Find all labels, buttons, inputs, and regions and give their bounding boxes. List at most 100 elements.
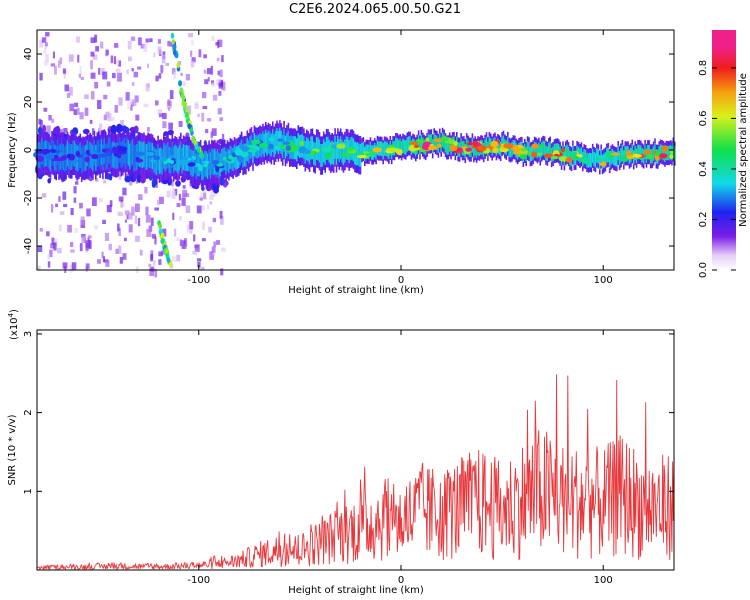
- heatmap-speckle: [155, 100, 159, 106]
- heatmap-speckle: [48, 115, 52, 121]
- heatmap-band-body: [199, 148, 202, 175]
- heatmap-speckle: [144, 187, 148, 194]
- heatmap-band-body: [385, 141, 387, 156]
- heatmap-speckle: [182, 185, 186, 189]
- heatmap-core-blob: [66, 153, 71, 158]
- heatmap-speckle: [101, 251, 104, 259]
- heatmap-speckle: [212, 251, 216, 256]
- heatmap-speckle: [106, 81, 111, 87]
- heatmap-speckle: [84, 94, 89, 99]
- heatmap-speckle: [98, 67, 101, 75]
- heatmap-speckle: [91, 128, 95, 135]
- heatmap-speckle: [47, 261, 51, 268]
- heatmap-speckle: [131, 68, 134, 72]
- heatmap-speckle: [150, 254, 153, 262]
- heatmap-core-blob: [207, 163, 215, 170]
- heatmap-speckle: [114, 105, 118, 113]
- heatmap-speckle: [47, 254, 50, 260]
- heatmap-speckle: [69, 86, 73, 96]
- heatmap-core-blob: [465, 147, 472, 152]
- heatmap-core-blob: [477, 145, 487, 152]
- heatmap-core-blob: [503, 143, 514, 149]
- heatmap-speckle: [108, 243, 112, 251]
- heatmap-speckle: [222, 133, 225, 141]
- heatmap-band-body: [637, 144, 639, 160]
- heatmap-band-body: [180, 141, 182, 168]
- heatmap-band-body: [369, 142, 372, 157]
- heatmap-speckle: [209, 251, 214, 260]
- heatmap-speckle: [176, 203, 181, 208]
- heatmap-speckle: [131, 206, 135, 216]
- heatmap-speckle: [176, 254, 181, 262]
- spectrogram-panel: -100 0 100 -40 -20 0 20 40 Height of straight …: [7, 29, 676, 296]
- heatmap-speckle: [53, 242, 57, 251]
- heatmap-speckle: [43, 107, 48, 112]
- heatmap-trace-blob: [158, 223, 162, 230]
- heatmap-core-blob: [169, 160, 175, 165]
- heatmap-speckle: [203, 54, 207, 59]
- heatmap-band-body: [171, 141, 174, 168]
- heatmap-speckle: [79, 65, 82, 75]
- heatmap-trace-blob: [160, 237, 165, 244]
- heatmap-core-blob: [625, 150, 632, 156]
- heatmap-speckle: [186, 105, 192, 115]
- heatmap-band-body: [310, 136, 312, 160]
- heatmap-band-body: [430, 134, 433, 149]
- heatmap-speckle: [80, 216, 85, 225]
- heatmap-speckle: [179, 239, 182, 247]
- heatmap-core-blob: [35, 155, 44, 162]
- heatmap-band-body: [344, 139, 346, 163]
- heatmap-speckle: [207, 118, 212, 122]
- heatmap-core-blob: [596, 157, 601, 161]
- heatmap-speckle: [90, 72, 96, 79]
- heatmap-band-body: [104, 144, 107, 171]
- heatmap-trace-blob: [170, 32, 175, 39]
- top-y-ticks: -40 -20 0 20 40: [23, 48, 674, 254]
- heatmap-core-blob: [581, 157, 590, 164]
- heatmap-speckle: [57, 248, 62, 254]
- heatmap-speckle: [135, 180, 138, 184]
- heatmap-band-body: [161, 148, 164, 175]
- heatmap-core-blob: [45, 153, 55, 160]
- heatmap-speckle: [221, 247, 226, 252]
- heatmap-core-blob: [466, 142, 474, 146]
- heatmap-blob: [140, 175, 146, 184]
- heatmap-speckle: [90, 37, 96, 43]
- heatmap-band-body: [666, 145, 669, 161]
- heatmap-speckle: [37, 245, 43, 252]
- heatmap-speckle: [58, 196, 61, 202]
- heatmap-band-body: [163, 142, 165, 169]
- heatmap-speckle: [182, 189, 188, 198]
- heatmap-speckle: [117, 72, 122, 82]
- heatmap-speckle: [162, 113, 167, 120]
- heatmap-speckle: [197, 113, 200, 118]
- heatmap-speckle: [39, 39, 44, 48]
- heatmap-band-body: [277, 131, 280, 154]
- heatmap-band-body: [273, 134, 275, 158]
- heatmap-speckle: [217, 70, 220, 76]
- heatmap-speckle: [154, 269, 158, 278]
- colorbar-tick-label: 0.2: [698, 212, 709, 228]
- heatmap-speckle: [118, 245, 122, 254]
- heatmap-band-body: [276, 128, 278, 152]
- heatmap-core-blob: [669, 154, 674, 160]
- heatmap-core-blob: [341, 152, 347, 158]
- heatmap-speckle: [127, 41, 132, 50]
- heatmap-speckle: [218, 82, 223, 87]
- heatmap-speckle: [104, 232, 110, 241]
- x-tick-label: -100: [187, 575, 210, 586]
- heatmap-core-blob: [202, 160, 210, 164]
- heatmap-speckle: [207, 68, 212, 75]
- heatmap-speckle: [114, 59, 120, 66]
- heatmap-speckle: [197, 258, 202, 262]
- heatmap-speckle: [71, 262, 77, 270]
- heatmap-speckle: [76, 107, 80, 115]
- heatmap-core-blob: [413, 144, 420, 148]
- heatmap-trace-blob: [179, 87, 184, 94]
- heatmap-speckle: [129, 178, 133, 186]
- heatmap-speckle: [50, 63, 56, 67]
- heatmap-core-blob: [247, 148, 258, 153]
- heatmap-band-body: [321, 143, 324, 167]
- heatmap-speckle: [185, 73, 190, 81]
